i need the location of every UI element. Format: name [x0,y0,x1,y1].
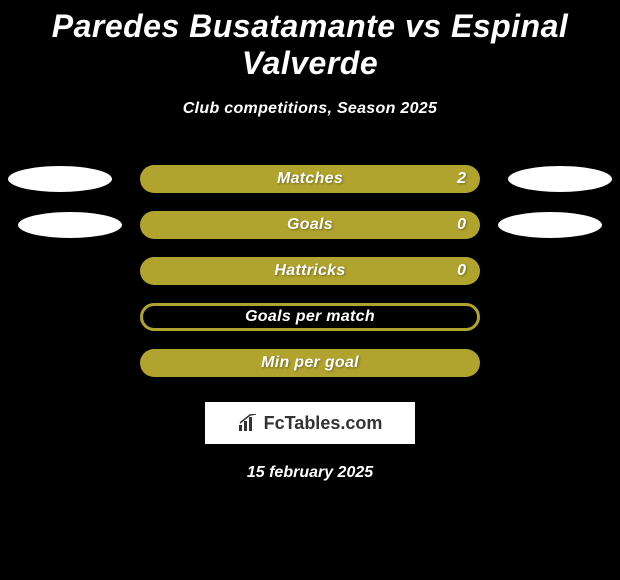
stat-bar: Goals per match [140,303,480,331]
stat-row: Matches2 [0,156,620,202]
stat-label: Matches [140,170,480,188]
stat-row: Goals per match [0,294,620,340]
stat-bar: Matches2 [140,165,480,193]
stat-rows: Matches2Goals0Hattricks0Goals per matchM… [0,156,620,386]
stat-bar: Goals0 [140,211,480,239]
stat-bar: Min per goal [140,349,480,377]
logo-text: FcTables.com [264,413,383,434]
stat-value: 0 [457,262,466,280]
logo-box: FcTables.com [205,402,415,444]
date-label: 15 february 2025 [0,464,620,482]
right-ellipse [498,212,602,238]
stat-label: Goals per match [143,308,477,326]
left-ellipse [18,212,122,238]
stat-row: Min per goal [0,340,620,386]
stat-bar: Hattricks0 [140,257,480,285]
page-title: Paredes Busatamante vs Espinal Valverde [0,0,620,82]
stat-label: Goals [140,216,480,234]
stat-label: Min per goal [140,354,480,372]
stat-label: Hattricks [140,262,480,280]
subtitle: Club competitions, Season 2025 [0,100,620,118]
right-ellipse [508,166,612,192]
chart-icon [238,414,260,432]
stat-value: 0 [457,216,466,234]
stat-row: Goals0 [0,202,620,248]
stat-row: Hattricks0 [0,248,620,294]
logo: FcTables.com [238,413,383,434]
left-ellipse [8,166,112,192]
stat-value: 2 [457,170,466,188]
